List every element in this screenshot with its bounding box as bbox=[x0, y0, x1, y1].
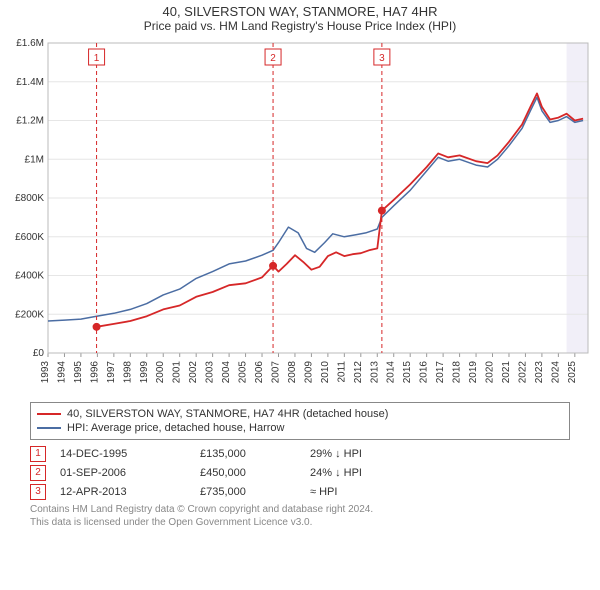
svg-text:£0: £0 bbox=[33, 348, 45, 359]
svg-text:1996: 1996 bbox=[89, 361, 100, 384]
sale-date: 12-APR-2013 bbox=[60, 486, 200, 498]
svg-text:£1.4M: £1.4M bbox=[16, 77, 44, 88]
svg-text:2025: 2025 bbox=[567, 361, 578, 384]
footer-line: This data is licensed under the Open Gov… bbox=[30, 517, 570, 530]
svg-text:2016: 2016 bbox=[419, 361, 430, 384]
sale-hpi: 24% ↓ HPI bbox=[310, 467, 362, 479]
sale-row: 1 14-DEC-1995 £135,000 29% ↓ HPI bbox=[30, 446, 600, 462]
svg-text:2024: 2024 bbox=[550, 361, 561, 384]
svg-text:2010: 2010 bbox=[320, 361, 331, 384]
svg-text:£400K: £400K bbox=[15, 271, 44, 282]
sale-price: £135,000 bbox=[200, 448, 310, 460]
svg-text:2004: 2004 bbox=[221, 361, 232, 384]
page-title: 40, SILVERSTON WAY, STANMORE, HA7 4HR bbox=[0, 0, 600, 19]
page-subtitle: Price paid vs. HM Land Registry's House … bbox=[0, 19, 600, 35]
svg-text:2013: 2013 bbox=[369, 361, 380, 384]
svg-text:3: 3 bbox=[379, 53, 385, 64]
sales-table: 1 14-DEC-1995 £135,000 29% ↓ HPI 2 01-SE… bbox=[0, 446, 600, 500]
legend-item: 40, SILVERSTON WAY, STANMORE, HA7 4HR (d… bbox=[37, 407, 563, 421]
svg-text:2018: 2018 bbox=[452, 361, 463, 384]
legend-item: HPI: Average price, detached house, Harr… bbox=[37, 421, 563, 435]
svg-text:2007: 2007 bbox=[270, 361, 281, 384]
footer: Contains HM Land Registry data © Crown c… bbox=[30, 504, 570, 529]
svg-text:2003: 2003 bbox=[205, 361, 216, 384]
legend-swatch-hpi bbox=[37, 427, 61, 429]
svg-text:1: 1 bbox=[94, 53, 100, 64]
svg-text:2019: 2019 bbox=[468, 361, 479, 384]
sale-date: 01-SEP-2006 bbox=[60, 467, 200, 479]
svg-text:2001: 2001 bbox=[172, 361, 183, 384]
legend-label: 40, SILVERSTON WAY, STANMORE, HA7 4HR (d… bbox=[67, 408, 388, 420]
svg-text:1993: 1993 bbox=[40, 361, 51, 384]
price-chart: £0 £200K £400K £600K £800K £1M £1.2M £1.4M £1.6M… bbox=[0, 35, 600, 395]
legend-label: HPI: Average price, detached house, Harr… bbox=[67, 422, 284, 434]
sale-hpi: ≈ HPI bbox=[310, 486, 337, 498]
svg-text:£800K: £800K bbox=[15, 193, 44, 204]
svg-text:2011: 2011 bbox=[336, 361, 347, 383]
svg-text:2017: 2017 bbox=[435, 361, 446, 384]
svg-text:1997: 1997 bbox=[106, 361, 117, 384]
legend-swatch-property bbox=[37, 413, 61, 415]
sale-marker-icon: 2 bbox=[30, 465, 46, 481]
svg-text:2008: 2008 bbox=[287, 361, 298, 384]
svg-text:1998: 1998 bbox=[122, 361, 133, 384]
svg-text:£1M: £1M bbox=[25, 154, 44, 165]
svg-text:2015: 2015 bbox=[402, 361, 413, 384]
svg-text:£1.2M: £1.2M bbox=[16, 116, 44, 127]
sale-date: 14-DEC-1995 bbox=[60, 448, 200, 460]
sale-price: £450,000 bbox=[200, 467, 310, 479]
sale-marker-icon: 3 bbox=[30, 484, 46, 500]
svg-text:2005: 2005 bbox=[238, 361, 249, 384]
svg-text:1995: 1995 bbox=[73, 361, 84, 384]
sale-price: £735,000 bbox=[200, 486, 310, 498]
svg-text:£1.6M: £1.6M bbox=[16, 38, 44, 49]
svg-text:2002: 2002 bbox=[188, 361, 199, 384]
svg-text:2009: 2009 bbox=[303, 361, 314, 384]
legend: 40, SILVERSTON WAY, STANMORE, HA7 4HR (d… bbox=[30, 402, 570, 440]
svg-text:2: 2 bbox=[270, 53, 276, 64]
svg-text:2000: 2000 bbox=[155, 361, 166, 384]
svg-text:2012: 2012 bbox=[353, 361, 364, 384]
sale-row: 3 12-APR-2013 £735,000 ≈ HPI bbox=[30, 484, 600, 500]
sale-row: 2 01-SEP-2006 £450,000 24% ↓ HPI bbox=[30, 465, 600, 481]
svg-text:2014: 2014 bbox=[386, 361, 397, 384]
svg-text:£600K: £600K bbox=[15, 232, 44, 243]
footer-line: Contains HM Land Registry data © Crown c… bbox=[30, 504, 570, 517]
svg-text:1999: 1999 bbox=[139, 361, 150, 384]
svg-text:2006: 2006 bbox=[254, 361, 265, 384]
svg-text:£200K: £200K bbox=[15, 309, 44, 320]
svg-text:1994: 1994 bbox=[56, 361, 67, 384]
svg-text:2022: 2022 bbox=[517, 361, 528, 384]
svg-text:2021: 2021 bbox=[501, 361, 512, 384]
svg-text:2023: 2023 bbox=[534, 361, 545, 384]
sale-hpi: 29% ↓ HPI bbox=[310, 448, 362, 460]
sale-marker-icon: 1 bbox=[30, 446, 46, 462]
svg-text:2020: 2020 bbox=[485, 361, 496, 384]
